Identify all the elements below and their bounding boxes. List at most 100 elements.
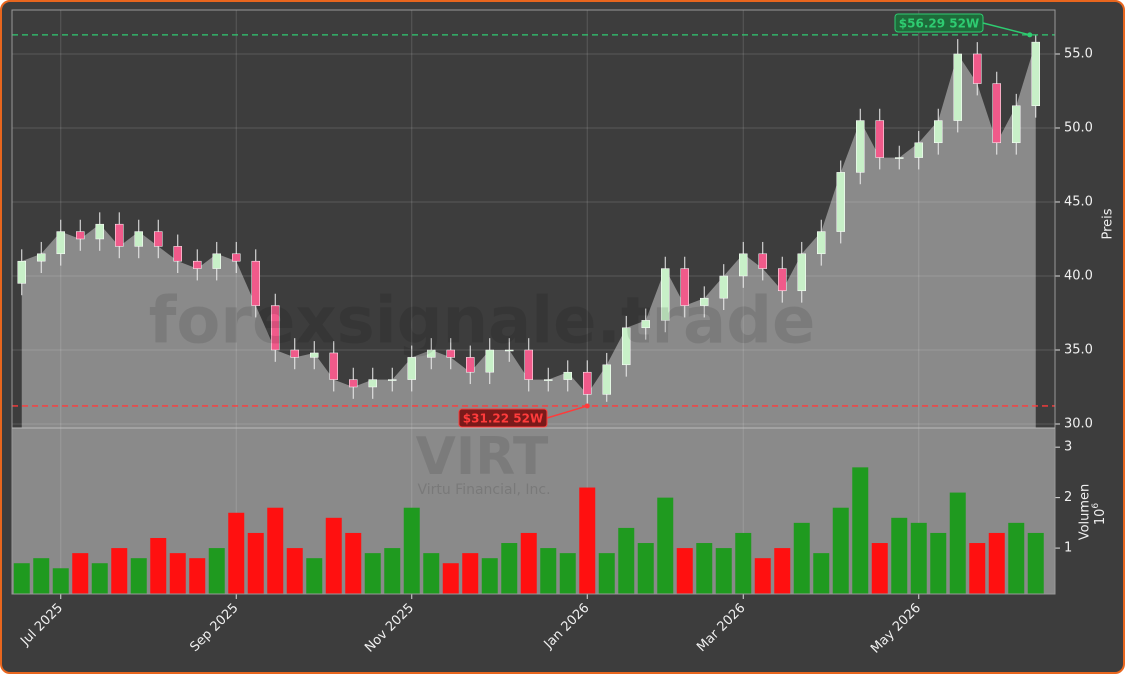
arrow <box>546 405 588 419</box>
layer <box>11 9 1060 599</box>
volume-bar <box>871 543 888 594</box>
candle-body <box>505 349 514 352</box>
volume-bar <box>111 548 128 594</box>
candle-body <box>875 120 884 158</box>
candle-body <box>914 142 923 158</box>
volume-bar <box>735 532 752 594</box>
y-tick-label: 40.0 <box>1064 268 1093 283</box>
candle-body <box>1012 105 1021 144</box>
y-tick-label: 55.0 <box>1064 46 1093 61</box>
offset-text: 106 <box>1091 503 1108 526</box>
volume-bar <box>910 522 927 594</box>
volume-tick-label: 3 <box>1064 440 1072 455</box>
volume-bar <box>813 553 830 594</box>
candle-body <box>622 327 631 366</box>
ticker: VIRT <box>416 427 549 487</box>
volume-bar <box>969 543 986 594</box>
candle-body <box>544 379 553 381</box>
volume-bar <box>169 553 186 594</box>
volume-bar <box>13 563 30 594</box>
candle-body <box>388 379 397 381</box>
volume-bar <box>345 532 362 594</box>
candle-body <box>134 231 143 247</box>
annotation-label: $56.29 52W <box>899 17 979 31</box>
x-tick-label: May 2026 <box>868 601 924 657</box>
volume-bar <box>715 548 732 594</box>
candle-body <box>817 231 826 255</box>
x-tick-label: Mar 2026 <box>694 601 748 655</box>
volume-bar <box>637 543 654 594</box>
label-box <box>894 13 984 33</box>
volume-bar <box>774 548 791 594</box>
candle-body <box>427 349 436 358</box>
volume-bar <box>598 553 615 594</box>
candle-body <box>251 260 260 306</box>
volume-bar <box>1008 522 1025 594</box>
x-tick-label: Jul 2025 <box>17 601 66 650</box>
candle-body <box>641 320 650 329</box>
volume-bar <box>1027 532 1044 594</box>
company: Virtu Financial, Inc. <box>417 482 550 498</box>
x-tick-label: Jan 2026 <box>541 601 593 653</box>
candle-body <box>310 352 319 358</box>
volume-bar <box>325 517 342 594</box>
candle-body <box>583 371 592 395</box>
candle-body <box>407 357 416 380</box>
candle-body <box>37 253 46 262</box>
volume-bar <box>52 568 69 594</box>
candle-body <box>524 349 533 380</box>
volume-bar <box>676 548 693 594</box>
arrow-head <box>1027 32 1033 38</box>
y-tick-label: 30.0 <box>1064 417 1093 432</box>
volume-bar <box>33 558 50 594</box>
candle-body <box>680 268 689 306</box>
candle-body <box>193 260 202 269</box>
volume-bar <box>72 553 89 594</box>
candle-body <box>992 83 1001 144</box>
candle-body <box>76 231 85 240</box>
candle-body <box>602 364 611 395</box>
volume-bar <box>286 548 303 594</box>
y-tick-label: 50.0 <box>1064 120 1093 135</box>
candle-body <box>1031 41 1040 107</box>
volume-bar <box>442 563 459 594</box>
label-box <box>458 408 548 428</box>
candle-body <box>778 268 787 292</box>
candle-body <box>856 120 865 173</box>
volume-tick-label: 1 <box>1064 541 1072 556</box>
y-tick-label: 45.0 <box>1064 194 1093 209</box>
candle-body <box>719 275 728 299</box>
watermark: forexsignale.trade <box>149 285 816 359</box>
arrow <box>982 22 1030 36</box>
volume-bar <box>228 512 245 594</box>
candle-body <box>953 53 962 121</box>
volume-bar <box>384 548 401 594</box>
volume-bar <box>481 558 498 594</box>
volume-bar <box>579 487 596 594</box>
x-tick-label: Sep 2025 <box>187 601 241 655</box>
candle-body <box>446 349 455 358</box>
volume-bar <box>462 553 479 594</box>
candle-body <box>17 260 26 284</box>
y-label: Preis <box>1101 208 1116 239</box>
price-area <box>21 42 1036 428</box>
candle-body <box>349 379 358 388</box>
plot-frame <box>11 9 1056 595</box>
candle-body <box>973 53 982 84</box>
volume-bar <box>423 553 440 594</box>
arrow-head <box>584 403 590 409</box>
candle-body <box>797 253 806 292</box>
candle-body <box>212 253 221 269</box>
candle-body <box>329 352 338 380</box>
candle-body <box>485 349 494 373</box>
annotation-label: $31.22 52W <box>463 412 543 426</box>
volume-bar <box>852 467 869 594</box>
volume-bar <box>696 543 713 594</box>
volume-label: Volumen <box>1078 484 1093 541</box>
candle-body <box>563 371 572 380</box>
candle-body <box>758 253 767 269</box>
candle-body <box>271 305 280 351</box>
volume-bar <box>501 543 518 594</box>
volume-bar <box>267 507 284 594</box>
